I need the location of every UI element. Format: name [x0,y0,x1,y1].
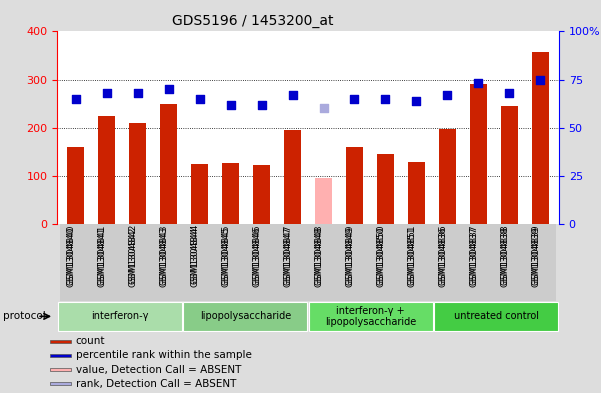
Point [71,96,81,102]
Text: GSM1304838: GSM1304838 [501,224,510,285]
Text: GSM1304845: GSM1304845 [222,226,231,287]
Bar [401,224,432,301]
Text: GSM1304842: GSM1304842 [129,226,138,286]
Text: GSM1304836: GSM1304836 [438,224,447,285]
Bar [215,224,246,301]
Text: GSM1304848: GSM1304848 [314,224,323,285]
Text: rank, Detection Call = ABSENT: rank, Detection Call = ABSENT [76,379,236,389]
Point [350,96,359,102]
Text: GDS5196 / 1453200_at: GDS5196 / 1453200_at [172,14,333,28]
Text: count: count [76,336,105,346]
Bar [432,224,463,301]
Bar [494,224,525,301]
Point [288,92,297,98]
Bar [309,302,433,331]
Text: GSM1304847: GSM1304847 [284,226,293,287]
Text: GSM1304837: GSM1304837 [469,226,478,287]
Bar [370,224,401,301]
Bar [253,165,270,224]
Bar [315,178,332,224]
Bar [339,224,370,301]
Bar [463,224,494,301]
Bar [246,224,277,301]
Bar [98,116,115,224]
Text: GSM1304845: GSM1304845 [222,224,231,285]
Text: GSM1304847: GSM1304847 [284,224,293,285]
Point [319,105,328,112]
Text: GSM1304851: GSM1304851 [407,224,416,285]
Text: GSM1304851: GSM1304851 [407,226,416,287]
Text: untreated control: untreated control [454,311,538,321]
Text: GSM1304841: GSM1304841 [97,226,106,287]
Bar [277,224,308,301]
Text: GSM1304836: GSM1304836 [438,226,447,287]
Bar [60,224,91,301]
Point [133,90,142,96]
Text: GSM1304842: GSM1304842 [129,224,138,285]
Text: GSM1304849: GSM1304849 [346,226,355,287]
Text: protocol: protocol [3,311,46,321]
Text: GSM1304848: GSM1304848 [314,226,323,287]
Text: GSM1304844: GSM1304844 [191,226,200,286]
Point [226,101,236,108]
Bar [308,224,339,301]
Bar [91,224,122,301]
Bar [532,51,549,224]
Bar [50,354,70,357]
Point [102,90,111,96]
Bar [346,147,363,224]
Point [195,96,204,102]
Bar [122,224,153,301]
Bar [153,224,184,301]
Text: GSM1304838: GSM1304838 [501,226,510,287]
Text: GSM1304840: GSM1304840 [67,224,76,285]
Bar [58,302,182,331]
Text: GSM1304850: GSM1304850 [376,226,385,287]
Text: value, Detection Call = ABSENT: value, Detection Call = ABSENT [76,365,241,375]
Bar [501,106,518,224]
Bar [408,162,425,224]
Text: GSM1304839: GSM1304839 [531,226,540,287]
Bar [284,130,301,224]
Text: interferon-γ +
lipopolysaccharide: interferon-γ + lipopolysaccharide [325,306,416,327]
Point [380,96,390,102]
Bar [50,382,70,386]
Text: interferon-γ: interferon-γ [91,311,148,321]
Bar [67,147,84,224]
Text: GSM1304837: GSM1304837 [469,224,478,285]
Bar [434,302,558,331]
Point [505,90,514,96]
Bar [129,123,146,224]
Point [535,76,545,83]
Bar [439,129,456,224]
Text: GSM1304840: GSM1304840 [67,226,76,287]
Bar [50,340,70,343]
Text: GSM1304846: GSM1304846 [252,224,261,285]
Text: GSM1304844: GSM1304844 [191,224,200,285]
Text: GSM1304839: GSM1304839 [531,224,540,285]
Text: percentile rank within the sample: percentile rank within the sample [76,351,252,360]
Bar [525,224,556,301]
Text: GSM1304843: GSM1304843 [160,226,169,287]
Text: lipopolysaccharide: lipopolysaccharide [200,311,291,321]
Bar [50,368,70,371]
Bar [377,154,394,224]
Text: GSM1304841: GSM1304841 [97,224,106,285]
Bar [191,164,208,224]
Bar [184,224,215,301]
Bar [183,302,307,331]
Text: GSM1304850: GSM1304850 [376,224,385,285]
Bar [470,84,487,224]
Point [257,101,266,108]
Point [474,80,483,86]
Text: GSM1304846: GSM1304846 [252,226,261,287]
Point [164,86,174,92]
Bar [222,163,239,224]
Text: GSM1304843: GSM1304843 [160,224,169,285]
Text: GSM1304849: GSM1304849 [346,224,355,285]
Point [442,92,452,98]
Point [412,97,421,104]
Bar [160,104,177,224]
